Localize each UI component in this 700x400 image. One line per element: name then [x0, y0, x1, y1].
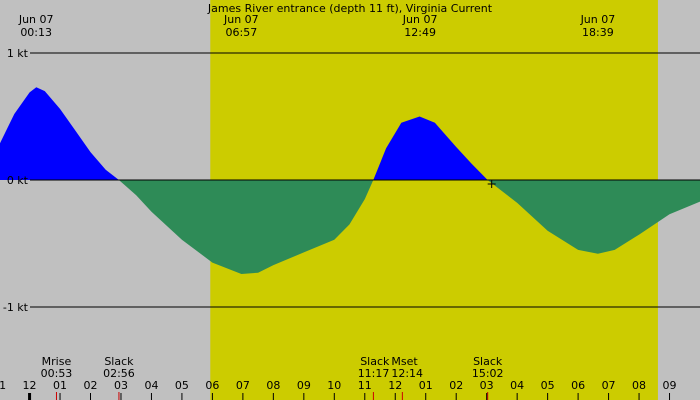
hour-tick-label-19: 06 — [571, 379, 585, 392]
ebb-area-3 — [487, 180, 700, 254]
event-time-0: 00:53 — [41, 367, 73, 380]
hour-tick-label-13: 12 — [388, 379, 402, 392]
hour-tick-label-11: 10 — [327, 379, 341, 392]
y-tick-label-0: 1 kt — [7, 47, 29, 60]
flood-area-0 — [0, 87, 119, 180]
top-label-time-2: 12:49 — [404, 26, 436, 39]
event-time-3: 12:14 — [391, 367, 423, 380]
hour-tick-label-12: 11 — [358, 379, 372, 392]
hour-tick-label-14: 01 — [419, 379, 433, 392]
event-time-2: 11:17 — [358, 367, 390, 380]
y-tick-label-2: -1 kt — [3, 301, 29, 314]
event-name-1: Slack — [104, 355, 134, 368]
hour-tick-label-3: 02 — [84, 379, 98, 392]
event-name-3: Mset — [391, 355, 418, 368]
event-time-1: 02:56 — [103, 367, 135, 380]
hour-tick-label-16: 03 — [480, 379, 494, 392]
top-label-date-1: Jun 07 — [223, 13, 259, 26]
hour-tick-label-6: 05 — [175, 379, 189, 392]
hour-tick-label-4: 03 — [114, 379, 128, 392]
top-label-date-2: Jun 07 — [402, 13, 438, 26]
ebb-area-1 — [118, 180, 374, 274]
y-tick-label-1: 0 kt — [7, 174, 29, 187]
hour-tick-label-17: 04 — [510, 379, 524, 392]
crosshair-cursor — [487, 180, 496, 188]
event-labels: Mrise00:53Slack02:56Slack11:17Mset12:14S… — [41, 355, 504, 400]
current-areas — [0, 87, 700, 274]
hour-tick-label-2: 01 — [53, 379, 67, 392]
hour-tick-label-7: 06 — [205, 379, 219, 392]
time-axis: 11 12 01 02 03 04 05 06 07 08 09 10 11 12 01 02 03 04 05 06… — [0, 379, 677, 400]
hour-tick-label-15: 02 — [449, 379, 463, 392]
event-time-4: 15:02 — [472, 367, 504, 380]
kt-gridlines — [30, 52, 700, 308]
hour-tick-label-10: 09 — [297, 379, 311, 392]
hour-tick-label-22: 09 — [663, 379, 677, 392]
hour-tick-label-20: 07 — [602, 379, 616, 392]
top-label-time-0: 00:13 — [20, 26, 52, 39]
event-name-4: Slack — [473, 355, 503, 368]
y-axis-labels: 1 kt 0 kt -1 kt — [3, 47, 29, 314]
hour-tick-label-21: 08 — [632, 379, 646, 392]
hour-tick-label-0: 11 — [0, 379, 6, 392]
event-name-2: Slack — [360, 355, 390, 368]
hour-tick-label-9: 08 — [266, 379, 280, 392]
top-label-time-3: 18:39 — [582, 26, 614, 39]
hour-tick-label-1: 12 — [23, 379, 37, 392]
hour-tick-label-18: 05 — [541, 379, 555, 392]
top-label-date-3: Jun 07 — [580, 13, 616, 26]
top-label-date-0: Jun 07 — [18, 13, 54, 26]
top-label-time-1: 06:57 — [226, 26, 258, 39]
flood-area-2 — [373, 116, 488, 180]
chart-title: James River entrance (depth 11 ft), Virg… — [207, 2, 493, 15]
hour-tick-label-5: 04 — [144, 379, 158, 392]
hour-tick-label-8: 07 — [236, 379, 250, 392]
event-name-0: Mrise — [42, 355, 72, 368]
